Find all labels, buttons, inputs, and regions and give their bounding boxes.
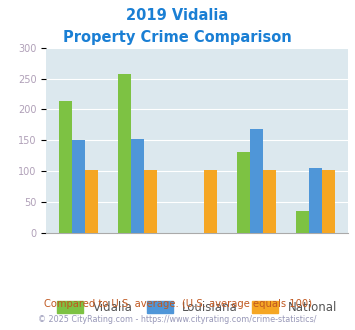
Bar	[296, 211, 309, 233]
Bar	[263, 170, 276, 233]
Bar	[118, 74, 131, 233]
Text: Property Crime Comparison: Property Crime Comparison	[63, 30, 292, 45]
Bar	[72, 140, 85, 233]
Bar	[250, 129, 263, 233]
Text: Compared to U.S. average. (U.S. average equals 100): Compared to U.S. average. (U.S. average …	[44, 299, 311, 309]
Bar	[59, 101, 72, 233]
Bar	[322, 170, 335, 233]
Bar	[131, 139, 144, 233]
Bar	[237, 152, 250, 233]
Text: © 2025 CityRating.com - https://www.cityrating.com/crime-statistics/: © 2025 CityRating.com - https://www.city…	[38, 315, 317, 324]
Bar	[309, 168, 322, 233]
Bar	[85, 170, 98, 233]
Text: 2019 Vidalia: 2019 Vidalia	[126, 8, 229, 23]
Bar	[144, 170, 157, 233]
Bar	[203, 170, 217, 233]
Legend: Vidalia, Louisiana, National: Vidalia, Louisiana, National	[53, 297, 342, 319]
